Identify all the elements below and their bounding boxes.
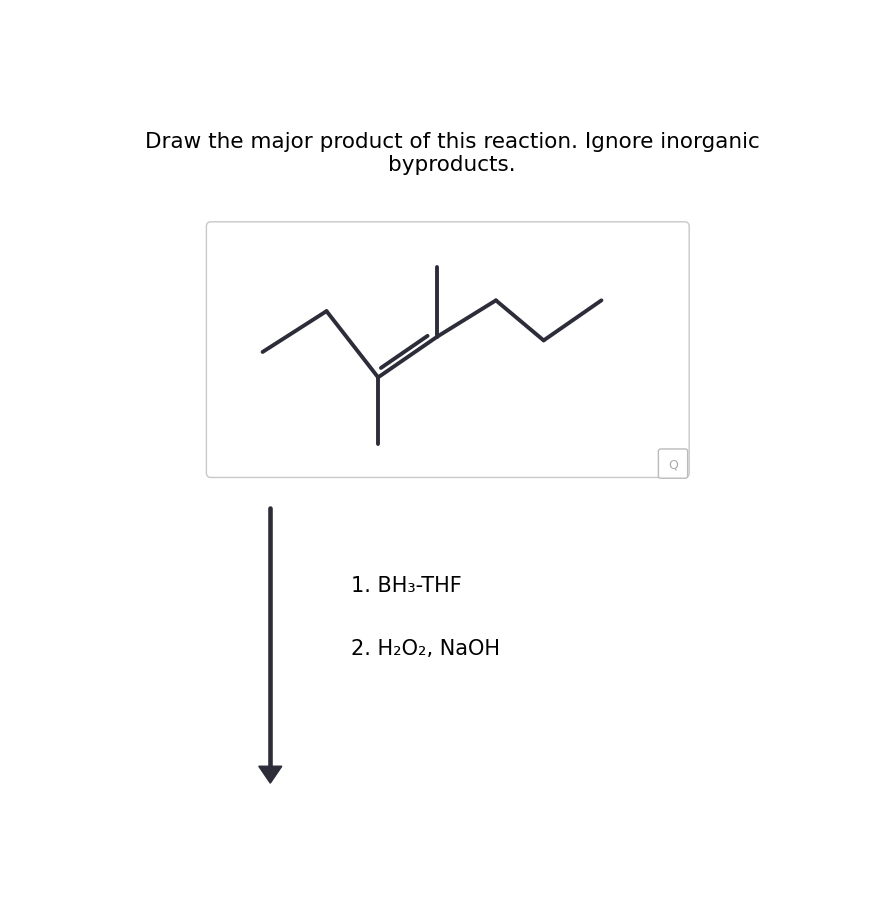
Text: Q: Q [668, 458, 678, 471]
Text: byproducts.: byproducts. [388, 155, 516, 175]
Text: 1. BH₃-THF: 1. BH₃-THF [351, 575, 462, 596]
Text: 2. H₂O₂, NaOH: 2. H₂O₂, NaOH [351, 639, 500, 659]
FancyBboxPatch shape [658, 449, 688, 479]
Polygon shape [258, 766, 282, 783]
Circle shape [661, 452, 685, 476]
FancyBboxPatch shape [206, 222, 689, 478]
Text: Draw the major product of this reaction. Ignore inorganic: Draw the major product of this reaction.… [145, 131, 759, 152]
